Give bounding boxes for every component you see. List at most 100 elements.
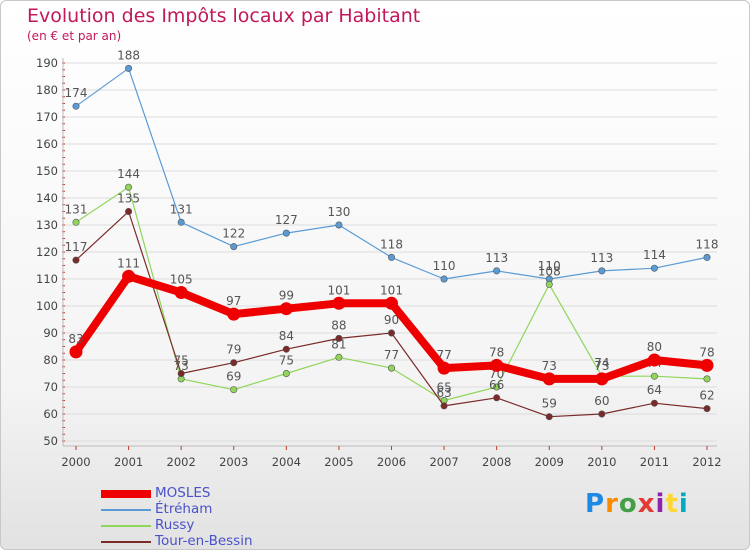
data-label-mosles-2000: 83: [68, 332, 83, 346]
point-russy-2001: [125, 183, 133, 191]
y-tick-label-60: 60: [43, 407, 58, 421]
data-label-russy-2004: 75: [279, 354, 294, 368]
point-tour-en-bessin-2007: [440, 402, 448, 410]
logo-letter: t: [665, 489, 679, 519]
point-mosles-2009: [542, 372, 556, 386]
data-label-russy-2010: 74: [594, 356, 609, 370]
data-label-tour-en-bessin-2006: 90: [384, 313, 399, 327]
point-etreham-2000: [72, 102, 80, 110]
y-tick-label-190: 190: [36, 56, 58, 70]
point-etreham-2012: [703, 253, 711, 261]
data-label-etreham-2002: 131: [170, 202, 193, 216]
point-tour-en-bessin-2004: [282, 345, 290, 353]
point-tour-en-bessin-2008: [493, 394, 501, 402]
data-label-tour-en-bessin-2003: 79: [226, 343, 241, 357]
y-tick-label-70: 70: [43, 380, 58, 394]
data-label-mosles-2007: 77: [436, 348, 451, 362]
data-label-mosles-2003: 97: [226, 294, 241, 308]
legend-item-etreham: Étréham: [101, 501, 301, 518]
point-tour-en-bessin-2000: [72, 256, 80, 264]
y-tick-label-110: 110: [36, 272, 58, 286]
data-label-tour-en-bessin-2005: 88: [331, 318, 346, 332]
data-label-mosles-2011: 80: [647, 340, 662, 354]
data-label-tour-en-bessin-2011: 64: [647, 383, 662, 397]
x-tick-label-2000: 2000: [61, 455, 90, 469]
y-tick-label-50: 50: [43, 434, 58, 448]
x-tick-label-2002: 2002: [167, 455, 196, 469]
proxiti-logo: Proxiti: [585, 489, 689, 519]
data-label-etreham-2009: 110: [538, 259, 561, 273]
point-russy-2005: [335, 353, 343, 361]
point-russy-2003: [230, 386, 238, 394]
point-etreham-2002: [177, 218, 185, 226]
data-label-russy-2003: 69: [226, 370, 241, 384]
point-mosles-2001: [122, 269, 136, 283]
point-etreham-2008: [493, 267, 501, 275]
data-label-etreham-2003: 122: [222, 227, 245, 241]
point-tour-en-bessin-2006: [387, 329, 395, 337]
y-tick-label-170: 170: [36, 110, 58, 124]
point-russy-2000: [72, 218, 80, 226]
point-tour-en-bessin-2010: [598, 410, 606, 418]
data-label-tour-en-bessin-2004: 84: [279, 329, 294, 343]
data-label-etreham-2004: 127: [275, 213, 298, 227]
legend-label-russy: Russy: [155, 517, 195, 533]
point-tour-en-bessin-2009: [545, 413, 553, 421]
data-label-tour-en-bessin-2009: 59: [542, 397, 557, 411]
data-label-mosles-2012: 78: [699, 345, 714, 359]
y-tick-label-140: 140: [36, 191, 58, 205]
point-tour-en-bessin-2003: [230, 359, 238, 367]
data-label-etreham-2000: 174: [65, 86, 88, 100]
legend-label-mosles: MOSLES: [155, 485, 211, 501]
data-label-etreham-2008: 113: [485, 251, 508, 265]
data-label-mosles-2006: 101: [380, 283, 403, 297]
data-label-tour-en-bessin-2001: 135: [117, 192, 140, 206]
data-label-russy-2006: 77: [384, 348, 399, 362]
point-tour-en-bessin-2011: [650, 399, 658, 407]
data-label-etreham-2011: 114: [643, 248, 666, 262]
data-label-mosles-2002: 105: [170, 273, 193, 287]
x-tick-label-2010: 2010: [587, 455, 616, 469]
logo-letter: o: [618, 489, 638, 519]
x-tick-label-2012: 2012: [692, 455, 721, 469]
point-tour-en-bessin-2002: [177, 369, 185, 377]
data-label-etreham-2005: 130: [327, 205, 350, 219]
y-tick-label-130: 130: [36, 218, 58, 232]
data-label-mosles-2010: 73: [594, 359, 609, 373]
logo-letter: x: [637, 489, 656, 519]
point-etreham-2004: [282, 229, 290, 237]
point-russy-2012: [703, 375, 711, 383]
point-tour-en-bessin-2012: [703, 405, 711, 413]
point-russy-2004: [282, 369, 290, 377]
legend-swatch-etreham: [101, 509, 151, 511]
x-tick-label-2001: 2001: [114, 455, 143, 469]
data-label-mosles-2004: 99: [279, 289, 294, 303]
point-russy-2011: [650, 372, 658, 380]
legend-swatch-mosles: [101, 490, 151, 498]
point-etreham-2007: [440, 275, 448, 283]
x-tick-label-2006: 2006: [377, 455, 406, 469]
point-mosles-2000: [69, 345, 83, 359]
data-label-russy-2009: 108: [538, 264, 561, 278]
point-mosles-2012: [700, 358, 714, 372]
legend-swatch-tour-en-bessin: [101, 541, 151, 543]
y-tick-label-180: 180: [36, 83, 58, 97]
y-tick-label-80: 80: [43, 353, 58, 367]
logo-letter: i: [678, 489, 689, 519]
point-russy-2006: [387, 364, 395, 372]
logo-letter: P: [585, 489, 606, 519]
data-label-etreham-2006: 118: [380, 237, 403, 251]
legend-item-mosles: MOSLES: [101, 485, 301, 502]
point-etreham-2011: [650, 264, 658, 272]
data-label-etreham-2007: 110: [433, 259, 456, 273]
point-russy-2009: [545, 280, 553, 288]
y-tick-label-90: 90: [43, 326, 58, 340]
data-label-tour-en-bessin-2008: 66: [489, 378, 504, 392]
x-tick-label-2005: 2005: [324, 455, 353, 469]
data-label-mosles-2001: 111: [117, 256, 140, 270]
legend-label-etreham: Étréham: [155, 501, 213, 517]
data-label-etreham-2012: 118: [696, 237, 719, 251]
legend: MOSLES Étréham Russy Tour-en-Bessin: [101, 485, 301, 549]
x-tick-label-2003: 2003: [219, 455, 248, 469]
x-tick-label-2004: 2004: [272, 455, 301, 469]
